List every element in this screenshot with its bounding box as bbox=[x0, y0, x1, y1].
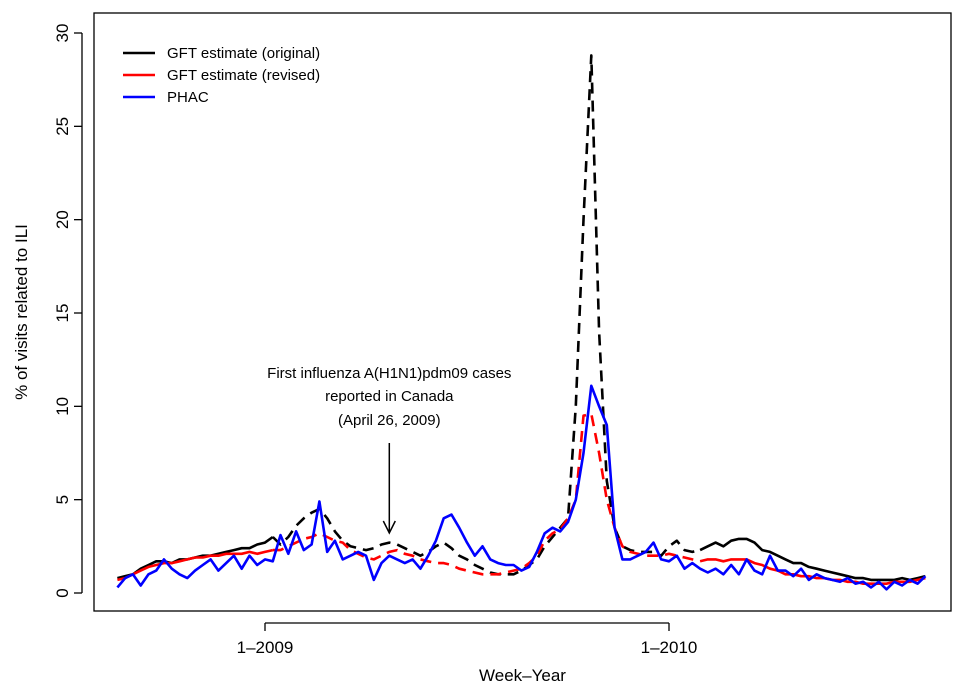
y-tick-label: 15 bbox=[53, 304, 72, 323]
annotation-line: First influenza A(H1N1)pdm09 cases bbox=[267, 365, 511, 382]
series-layer bbox=[116, 54, 927, 591]
annotation-line: reported in Canada bbox=[325, 388, 454, 405]
y-tick-label: 0 bbox=[53, 588, 72, 597]
annotation: First influenza A(H1N1)pdm09 cases report… bbox=[267, 365, 511, 535]
plot-frame bbox=[93, 12, 952, 612]
y-tick-label: 20 bbox=[53, 210, 72, 229]
y-axis: 0 5 10 15 20 25 30 bbox=[53, 24, 83, 598]
legend-label: GFT estimate (original) bbox=[167, 45, 320, 62]
legend-label: PHAC bbox=[167, 89, 209, 106]
series-phac bbox=[116, 384, 927, 591]
y-tick-label: 5 bbox=[53, 495, 72, 504]
x-tick-label: 1–2010 bbox=[641, 638, 698, 657]
series-line bbox=[271, 54, 701, 576]
legend-label: GFT estimate (revised) bbox=[167, 67, 320, 84]
y-tick-label: 30 bbox=[53, 24, 72, 43]
annotation-line: (April 26, 2009) bbox=[338, 412, 441, 429]
series-line bbox=[117, 548, 274, 582]
x-axis: 1–2009 1–2010 bbox=[237, 622, 698, 657]
legend: GFT estimate (original) GFT estimate (rev… bbox=[123, 45, 320, 106]
series-line bbox=[116, 384, 927, 591]
y-axis-title: % of visits related to ILI bbox=[12, 224, 31, 400]
x-tick-label: 1–2009 bbox=[237, 638, 294, 657]
series-gft-estimate-revised- bbox=[117, 412, 926, 585]
x-axis-title: Week–Year bbox=[479, 666, 566, 685]
annotation-arrow-head bbox=[382, 520, 396, 535]
y-tick-label: 25 bbox=[53, 117, 72, 136]
series-line bbox=[272, 412, 701, 576]
y-tick-label: 10 bbox=[53, 397, 72, 416]
series-gft-estimate-original- bbox=[117, 54, 926, 582]
series-line bbox=[699, 537, 926, 582]
